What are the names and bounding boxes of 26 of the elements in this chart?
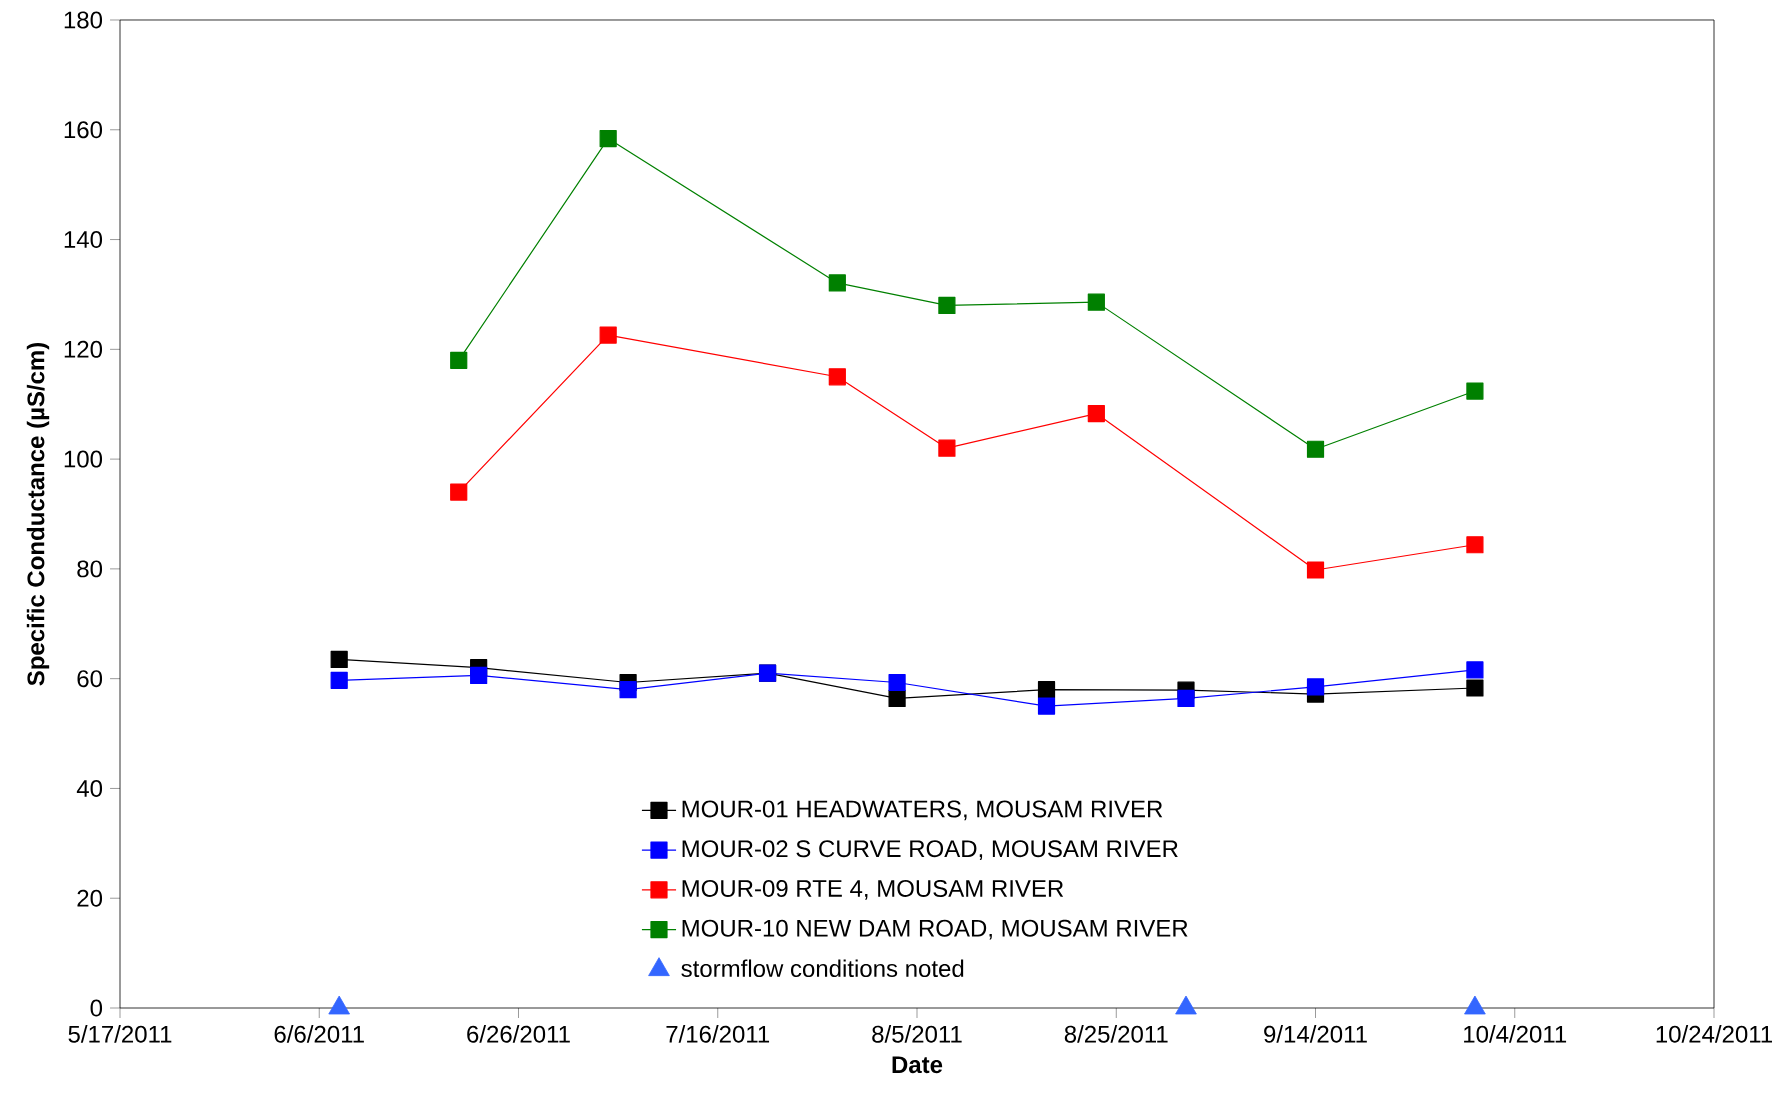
- legend-label: MOUR-10 NEW DAM ROAD, MOUSAM RIVER: [682, 919, 1188, 940]
- y-tick-label: 60: [77, 670, 103, 688]
- y-tick-label: 0: [90, 999, 103, 1017]
- legend-label: MOUR-09 RTE 4, MOUSAM RIVER: [682, 879, 1064, 900]
- y-tick-label: 20: [77, 889, 103, 907]
- y-tick-label: 100: [64, 450, 103, 468]
- x-tick-label: 8/5/2011: [872, 1025, 962, 1043]
- y-tick-label: 120: [64, 340, 103, 358]
- x-tick-label: 9/14/2011: [1264, 1025, 1367, 1043]
- y-tick-label: 180: [64, 11, 103, 29]
- x-tick-label: 10/4/2011: [1464, 1025, 1567, 1043]
- x-tick-label: 5/17/2011: [68, 1025, 172, 1043]
- x-axis-title: Date: [892, 1056, 943, 1074]
- y-tick-label: 140: [64, 231, 103, 249]
- y-axis-title: Specific Conductance (µS/cm): [26, 342, 50, 686]
- y-tick-label: 80: [77, 560, 103, 578]
- legend-label: MOUR-01 HEADWATERS, MOUSAM RIVER: [682, 800, 1163, 821]
- x-tick-label: 8/25/2011: [1064, 1025, 1168, 1043]
- y-tick-label: 160: [64, 121, 103, 139]
- x-tick-label: 6/26/2011: [467, 1025, 570, 1043]
- x-tick-label: 10/24/2011: [1656, 1025, 1772, 1043]
- x-tick-label: 6/6/2011: [274, 1025, 364, 1043]
- y-tick-label: 40: [76, 779, 103, 797]
- x-tick-label: 7/16/2011: [666, 1025, 770, 1043]
- legend-label: stormflow conditions noted: [681, 959, 964, 978]
- legend-label: MOUR-02 S CURVE ROAD, MOUSAM RIVER: [682, 840, 1178, 861]
